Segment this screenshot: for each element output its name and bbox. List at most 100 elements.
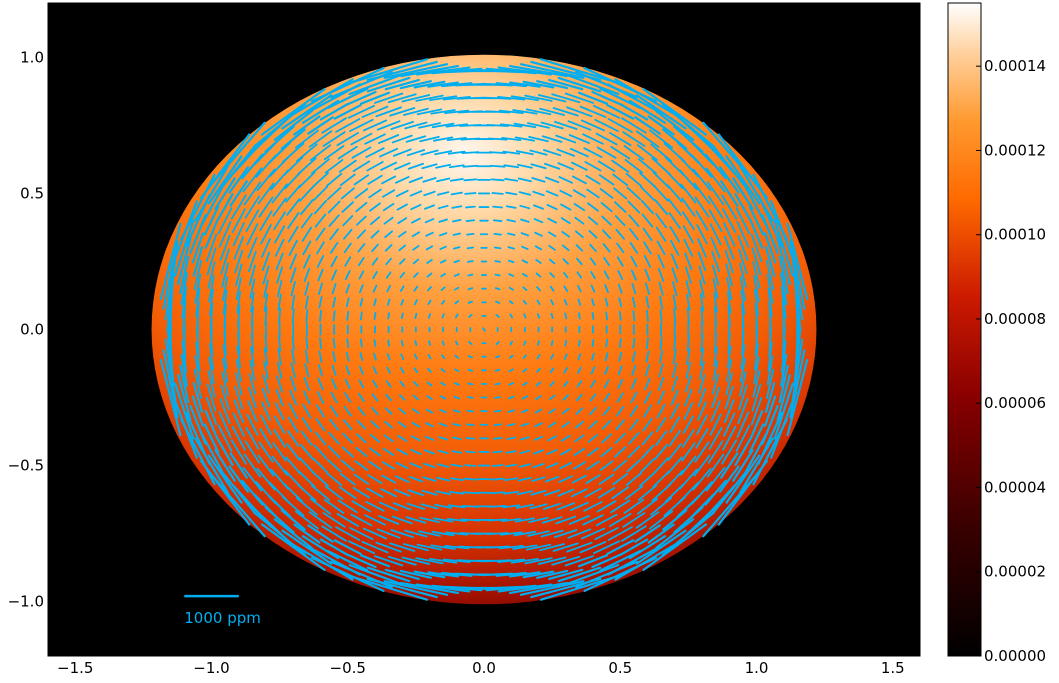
vector-whisker [489,164,506,168]
vector-whisker [243,181,262,206]
vector-whisker [248,250,257,273]
vector-whisker [328,432,340,445]
vector-whisker [579,105,607,118]
vector-whisker [562,394,569,401]
vector-whisker [436,191,450,196]
vector-whisker [343,242,352,254]
vector-whisker [448,490,465,495]
vector-whisker [275,252,284,271]
vector-whisker [453,246,461,250]
vector-whisker [502,504,521,509]
vector-whisker [519,63,585,79]
vector-whisker [547,231,557,238]
vector-whisker [686,307,690,325]
vector-whisker [507,232,516,236]
vector-whisker [371,257,379,266]
vector-whisker [414,312,418,319]
vector-whisker [387,555,417,566]
vector-whisker [368,460,382,471]
vector-whisker [276,266,283,284]
vector-whisker [591,339,595,348]
vector-whisker [383,63,449,79]
vector-whisker [617,378,624,389]
vector-whisker [399,285,405,292]
vector-whisker [247,400,258,422]
vector-whisker [643,241,652,255]
vector-whisker [304,349,309,364]
vector-whisker [359,284,364,294]
vector-whisker [629,241,639,254]
vector-whisker [426,259,433,264]
vector-whisker [423,190,436,197]
vector-whisker [191,395,204,427]
vector-whisker [248,373,256,395]
vector-whisker [216,437,234,467]
vector-whisker [594,526,619,541]
vector-whisker [390,529,414,539]
vector-whisker [231,208,246,234]
vector-whisker [513,530,537,537]
vector-whisker [548,78,584,91]
vector-whisker [222,276,229,302]
vector-whisker [671,376,679,392]
vector-whisker [429,557,458,564]
vector-whisker [530,489,547,496]
vector-whisker [567,528,592,539]
vector-whisker [413,80,446,89]
vector-whisker [574,230,584,239]
vector-whisker [435,490,452,496]
vector-whisker [487,518,508,522]
vector-whisker [672,362,678,378]
vector-whisker [348,74,402,96]
vector-whisker [608,131,632,147]
vector-whisker [607,545,661,576]
vector-whisker [539,543,566,552]
vector-whisker [260,87,326,136]
vector-whisker [721,439,738,465]
vector-whisker [425,245,434,251]
vector-whisker [765,260,775,291]
vector-whisker [752,261,761,289]
vector-whisker [564,339,568,347]
vector-whisker [335,118,361,133]
vector-whisker [389,542,416,552]
vector-whisker [748,205,765,236]
vector-whisker [447,504,466,509]
vector-whisker [679,468,698,490]
vector-whisker [293,523,321,544]
vector-whisker [356,215,367,226]
vector-whisker [638,484,657,501]
vector-whisker [399,569,432,579]
vector-whisker [203,423,220,454]
vector-whisker [313,444,328,460]
vector-whisker [584,487,602,498]
vector-whisker [514,517,535,523]
y-axis: −1.0 −0.5 0.0 0.5 1.0 [8,48,920,611]
vector-whisker [695,210,709,232]
vector-whisker [349,526,374,541]
vector-whisker [738,384,748,411]
vector-whisker [395,189,409,198]
vector-whisker [463,477,478,481]
vector-whisker [497,96,526,101]
vector-whisker [508,300,514,305]
vector-whisker [220,384,230,411]
vector-whisker [324,485,344,500]
vector-whisker [259,210,273,232]
vector-whisker [508,368,514,373]
vector-whisker [680,455,697,476]
colorbar-tick-label: 0.00004 [984,478,1046,496]
vector-whisker [273,518,313,549]
vector-whisker [301,417,313,433]
vector-whisker [349,58,429,84]
vector-whisker [382,447,395,456]
vector-whisker [726,277,733,301]
vector-whisker [416,108,443,116]
vector-whisker [649,510,674,530]
vector-whisker [454,313,459,319]
vector-whisker [693,182,711,205]
vector-whisker [599,188,614,199]
vector-whisker [647,523,675,544]
vector-whisker [520,232,530,237]
vector-whisker [428,313,431,319]
